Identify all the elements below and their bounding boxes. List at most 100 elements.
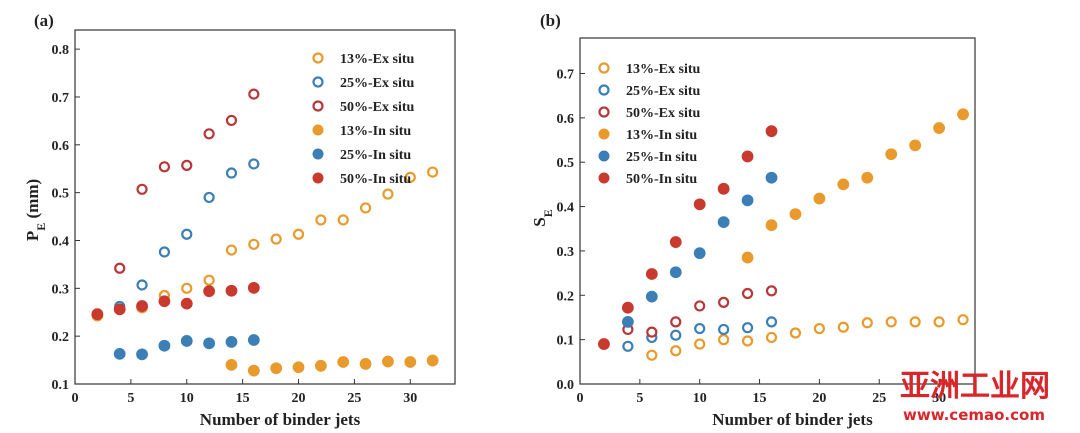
data-point [885, 148, 898, 161]
data-point [693, 198, 706, 211]
y-tick-label: 0.4 [557, 201, 575, 216]
series-b-6 [598, 125, 778, 350]
data-point [909, 139, 922, 152]
data-point [909, 316, 921, 328]
data-point [225, 358, 238, 371]
y-tick-label: 0.7 [557, 67, 575, 82]
data-point [645, 290, 658, 303]
legend-marker [312, 76, 324, 88]
data-point [669, 236, 682, 248]
data-point [203, 128, 215, 140]
y-tick-label: 0.5 [557, 156, 575, 171]
data-point [315, 214, 327, 226]
data-point [181, 159, 193, 171]
legend-label: 50%-Ex situ [626, 106, 701, 121]
data-point [813, 322, 825, 335]
chart-panel-a: (a) 0 5 10 15 20 25 30 0.1 0.2 0.3 0.4 0.5 0.6 0.7 0.8 N… [23, 11, 456, 429]
data-point [225, 336, 238, 348]
data-point [669, 266, 682, 279]
data-point [158, 246, 171, 258]
data-point [694, 300, 706, 312]
x-tick-label: 0 [72, 391, 79, 406]
data-point [114, 262, 126, 274]
legend-marker [598, 84, 610, 96]
y-tick-label: 0.2 [52, 330, 70, 345]
legend-label: 25%-Ex situ [340, 76, 415, 91]
data-point [113, 303, 126, 316]
data-point [717, 216, 730, 228]
data-point [314, 359, 327, 372]
data-point [694, 338, 706, 350]
data-point [337, 356, 350, 368]
series-a-5 [113, 334, 260, 361]
data-point [113, 347, 126, 360]
y-tick-label: 0.2 [557, 289, 575, 304]
data-point [598, 338, 610, 350]
watermark: 亚洲工业网 www.cemao.com [900, 369, 1050, 424]
data-point [670, 316, 682, 328]
data-point [718, 296, 730, 308]
data-point [136, 183, 148, 195]
legend-label: 13%-In situ [340, 124, 411, 139]
x-tick-label: 20 [812, 391, 826, 406]
plot-frame-b [579, 37, 976, 385]
y-tick-label: 0.5 [52, 187, 70, 202]
data-point [203, 191, 215, 204]
data-point [837, 321, 849, 333]
data-point [622, 340, 634, 352]
data-point [933, 122, 945, 134]
legend-label: 13%-Ex situ [626, 62, 701, 77]
data-point [933, 316, 945, 328]
legend-a: 13%-Ex situ 25%-Ex situ 50%-Ex situ 13%-In … [312, 52, 415, 187]
data-point [621, 301, 634, 314]
series-a-1 [158, 166, 439, 302]
data-point [203, 337, 216, 350]
data-point [247, 364, 260, 377]
data-point [765, 331, 778, 344]
data-point [181, 228, 193, 240]
x-tick-label: 25 [872, 391, 886, 406]
series-a-6 [91, 281, 260, 321]
data-point [427, 166, 439, 178]
data-point [765, 125, 778, 138]
data-point [248, 88, 260, 100]
data-point [225, 167, 238, 179]
data-point [694, 322, 706, 335]
data-point [765, 285, 778, 297]
data-point [717, 182, 730, 195]
data-point [180, 297, 193, 310]
x-tick-label: 25 [347, 391, 361, 406]
y-tick-label: 0.1 [557, 334, 575, 349]
series-a-4 [91, 301, 439, 377]
legend-label: 13%-In situ [626, 128, 697, 143]
legend-marker [598, 128, 610, 140]
plot-frame-a [74, 29, 456, 385]
legend-marker [312, 172, 324, 184]
data-point [426, 354, 439, 367]
legend-b: 13%-Ex situ 25%-Ex situ 50%-Ex situ 13%-In … [598, 62, 701, 187]
data-point [91, 308, 104, 321]
data-point [645, 268, 658, 280]
data-point [225, 114, 238, 127]
y-tick-label: 0.3 [52, 282, 70, 297]
legend-marker [312, 148, 324, 160]
data-point [741, 251, 754, 264]
data-point [741, 335, 754, 347]
legend-marker [598, 150, 610, 162]
legend-label: 13%-Ex situ [340, 52, 415, 67]
data-point [670, 345, 682, 357]
legend-marker [598, 172, 610, 184]
data-point [337, 214, 349, 226]
series-b-1 [646, 314, 969, 361]
data-point [292, 361, 305, 374]
y-tick-label: 0.6 [52, 139, 70, 154]
data-point [359, 202, 372, 214]
legend-marker [598, 106, 610, 118]
series-a-3 [114, 88, 260, 274]
data-point [382, 188, 394, 200]
data-point [136, 300, 148, 312]
data-point [741, 150, 754, 163]
data-point [789, 327, 802, 339]
data-point [248, 238, 260, 250]
